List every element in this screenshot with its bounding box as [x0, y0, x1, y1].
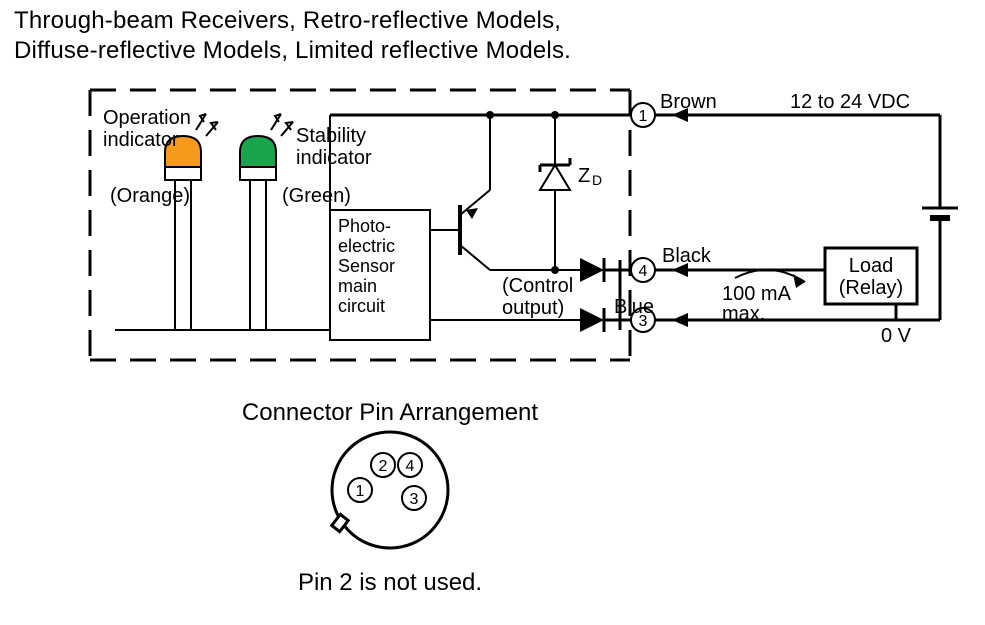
current-label2: max.	[722, 303, 765, 325]
svg-text:4: 4	[639, 263, 648, 280]
main-circuit-line2: electric	[338, 236, 395, 256]
svg-text:1: 1	[356, 483, 365, 500]
load-label1: Load	[849, 255, 894, 277]
stability-indicator-label1: Stability	[296, 125, 366, 147]
connector-title: Connector Pin Arrangement	[242, 399, 539, 426]
heading-line1: Through-beam Receivers, Retro-reflective…	[14, 6, 571, 36]
pin-note: Pin 2 is not used.	[298, 569, 482, 596]
svg-text:1: 1	[639, 108, 648, 125]
svg-text:3: 3	[410, 491, 419, 508]
operation-indicator-label1: Operation	[103, 107, 191, 129]
connector-icon: 1 2 4 3	[332, 432, 448, 548]
current-label1: 100 mA	[722, 283, 792, 305]
main-circuit-line5: circuit	[338, 296, 385, 316]
operation-indicator-color: (Orange)	[110, 185, 190, 207]
control-output-label1: (Control	[502, 275, 573, 297]
control-output-label2: output)	[502, 297, 564, 319]
main-circuit-line4: main	[338, 276, 377, 296]
diagram-heading: Through-beam Receivers, Retro-reflective…	[14, 6, 571, 66]
svg-text:2: 2	[379, 458, 388, 475]
operation-indicator-label2: indicator	[103, 129, 179, 151]
circuit-diagram: Operation indicator (Orange) Stability i…	[0, 60, 985, 620]
zero-v-label: 0 V	[881, 325, 912, 347]
black-label: Black	[662, 245, 712, 267]
svg-text:4: 4	[406, 458, 415, 475]
battery-icon	[922, 115, 958, 320]
vdc-label: 12 to 24 VDC	[790, 91, 910, 113]
stability-indicator-label2: indicator	[296, 147, 372, 169]
pin4-circle: 4	[631, 258, 655, 282]
current-arc-arrow	[793, 274, 805, 288]
stability-led-icon	[240, 114, 293, 180]
zener-icon	[540, 115, 570, 270]
main-circuit-line1: Photo-	[338, 216, 391, 236]
transistor-icon	[460, 190, 490, 270]
load-label2: (Relay)	[839, 277, 903, 299]
arrow-blue	[672, 313, 688, 327]
pin1-circle: 1	[631, 103, 655, 127]
stability-indicator-color: (Green)	[282, 185, 351, 207]
blue-label: Blue	[614, 296, 654, 318]
zd-label-z: Z	[578, 165, 590, 187]
brown-label: Brown	[660, 91, 717, 113]
main-circuit-line3: Sensor	[338, 256, 395, 276]
zd-label-d: D	[592, 172, 602, 188]
